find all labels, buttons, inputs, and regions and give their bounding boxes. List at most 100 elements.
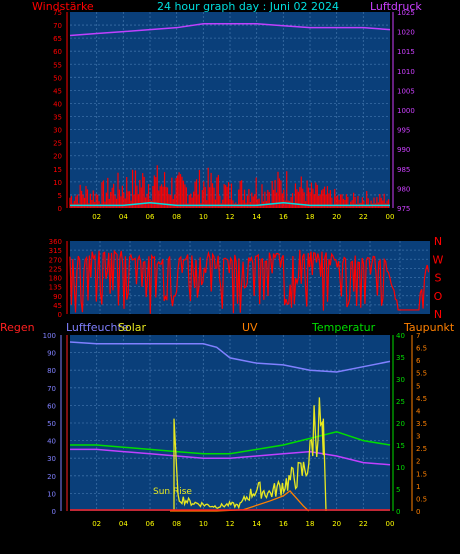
humidity-tick-label: 20 — [47, 473, 56, 481]
x-tick-label: 12 — [226, 213, 235, 221]
direction-tick-label: 315 — [49, 247, 62, 255]
wind-tick-label: 35 — [53, 114, 62, 122]
temperature-tick-label: 25 — [396, 398, 405, 406]
humidity-tick-label: 80 — [47, 367, 56, 375]
x-tick-label: 22 — [359, 213, 368, 221]
pressure-tick-label: 1020 — [397, 29, 415, 37]
wind-tick-label: 70 — [53, 22, 62, 30]
temperature-tick-label: 5 — [396, 486, 400, 494]
x-tick-label: 08 — [172, 520, 181, 528]
humidity-tick-label: 50 — [47, 420, 56, 428]
uv-tick-label: 0 — [416, 508, 420, 516]
temperature-tick-label: 15 — [396, 442, 405, 450]
temperature-tick-label: 35 — [396, 354, 405, 362]
humidity-tick-label: 60 — [47, 402, 56, 410]
uv-axis-label: UV — [242, 321, 258, 334]
direction-tick-label: 180 — [49, 275, 62, 283]
humidity-tick-label: 100 — [43, 332, 56, 340]
rain-axis-label: Regen — [0, 321, 35, 334]
compass-label: W — [433, 253, 444, 266]
temperature-tick-label: 20 — [396, 420, 405, 428]
pressure-line — [69, 23, 391, 37]
wind-tick-label: 75 — [53, 9, 62, 17]
uv-tick-label: 6.5 — [416, 345, 427, 353]
wind-tick-label: 0 — [58, 205, 62, 213]
humidity-tick-label: 70 — [47, 385, 56, 393]
pressure-tick-label: 1010 — [397, 68, 415, 76]
direction-tick-label: 0 — [58, 311, 62, 319]
direction-tick-label: 225 — [49, 265, 62, 273]
x-tick-label: 06 — [146, 520, 155, 528]
humidity-tick-label: 30 — [47, 455, 56, 463]
wind-tick-label: 15 — [53, 166, 62, 174]
pressure-tick-label: 975 — [397, 205, 410, 213]
dewpoint-line — [70, 448, 391, 466]
wind-tick-label: 25 — [53, 140, 62, 148]
uv-tick-label: 1.5 — [416, 470, 427, 478]
solar-line — [173, 397, 327, 512]
uv-line — [170, 490, 310, 512]
x-tick-label: 12 — [226, 520, 235, 528]
direction-line — [69, 249, 430, 314]
compass-label: S — [435, 272, 442, 285]
direction-tick-label: 270 — [49, 256, 62, 264]
x-tick-label: 20 — [332, 213, 341, 221]
x-tick-label: 10 — [199, 213, 208, 221]
compass-label: N — [434, 308, 442, 321]
temperature-tick-label: 10 — [396, 464, 405, 472]
x-tick-label: 00 — [386, 520, 395, 528]
uv-tick-label: 1 — [416, 483, 420, 491]
direction-tick-label: 90 — [53, 293, 62, 301]
x-tick-label: 02 — [92, 213, 101, 221]
wind-tick-label: 65 — [53, 35, 62, 43]
uv-tick-label: 5.5 — [416, 370, 427, 378]
dewpoint-axis-label: Taupunkt — [403, 321, 455, 334]
compass-label: N — [434, 235, 442, 248]
wind-tick-label: 40 — [53, 100, 62, 108]
uv-tick-label: 7 — [416, 332, 420, 340]
temperature-tick-label: 0 — [396, 508, 400, 516]
x-tick-label: 16 — [279, 213, 288, 221]
x-tick-label: 14 — [252, 520, 261, 528]
uv-tick-label: 3.5 — [416, 420, 427, 428]
x-tick-label: 14 — [252, 213, 261, 221]
x-tick-label: 08 — [172, 213, 181, 221]
pressure-tick-label: 985 — [397, 166, 410, 174]
humidity-tick-label: 10 — [47, 490, 56, 498]
direction-tick-label: 360 — [49, 238, 62, 246]
x-tick-label: 22 — [359, 520, 368, 528]
pressure-tick-label: 990 — [397, 146, 410, 154]
pressure-tick-label: 1005 — [397, 87, 415, 95]
uv-tick-label: 6 — [416, 357, 421, 365]
wind-tick-label: 10 — [53, 179, 62, 187]
x-tick-label: 18 — [306, 520, 315, 528]
humidity-line — [69, 341, 391, 373]
uv-tick-label: 3 — [416, 433, 420, 441]
pressure-tick-label: 995 — [397, 127, 410, 135]
x-tick-label: 18 — [306, 213, 315, 221]
uv-tick-label: 5 — [416, 382, 420, 390]
wind-tick-label: 45 — [53, 87, 62, 95]
x-tick-label: 20 — [332, 520, 341, 528]
x-tick-label: 02 — [92, 520, 101, 528]
wind-tick-label: 50 — [53, 74, 62, 82]
uv-tick-label: 4.5 — [416, 395, 427, 403]
temperature-line — [70, 431, 391, 455]
pressure-tick-label: 1015 — [397, 48, 415, 56]
x-tick-label: 04 — [119, 520, 128, 528]
wind-tick-label: 55 — [53, 61, 62, 69]
temperature-axis-label: Temperatur — [311, 321, 376, 334]
temperature-tick-label: 30 — [396, 376, 405, 384]
chart-title: 24 hour graph day : Juni 02 2024 — [157, 0, 339, 13]
pressure-axis-label: Luftdruck — [370, 0, 422, 13]
uv-tick-label: 2.5 — [416, 445, 427, 453]
x-tick-label: 00 — [386, 213, 395, 221]
wind-tick-label: 5 — [58, 192, 62, 200]
uv-tick-label: 4 — [416, 407, 421, 415]
wind-tick-label: 20 — [53, 153, 62, 161]
humidity-tick-label: 90 — [47, 350, 56, 358]
temperature-tick-label: 40 — [396, 332, 405, 340]
solar-axis-label: Solar — [118, 321, 147, 334]
direction-tick-label: 135 — [49, 284, 62, 292]
